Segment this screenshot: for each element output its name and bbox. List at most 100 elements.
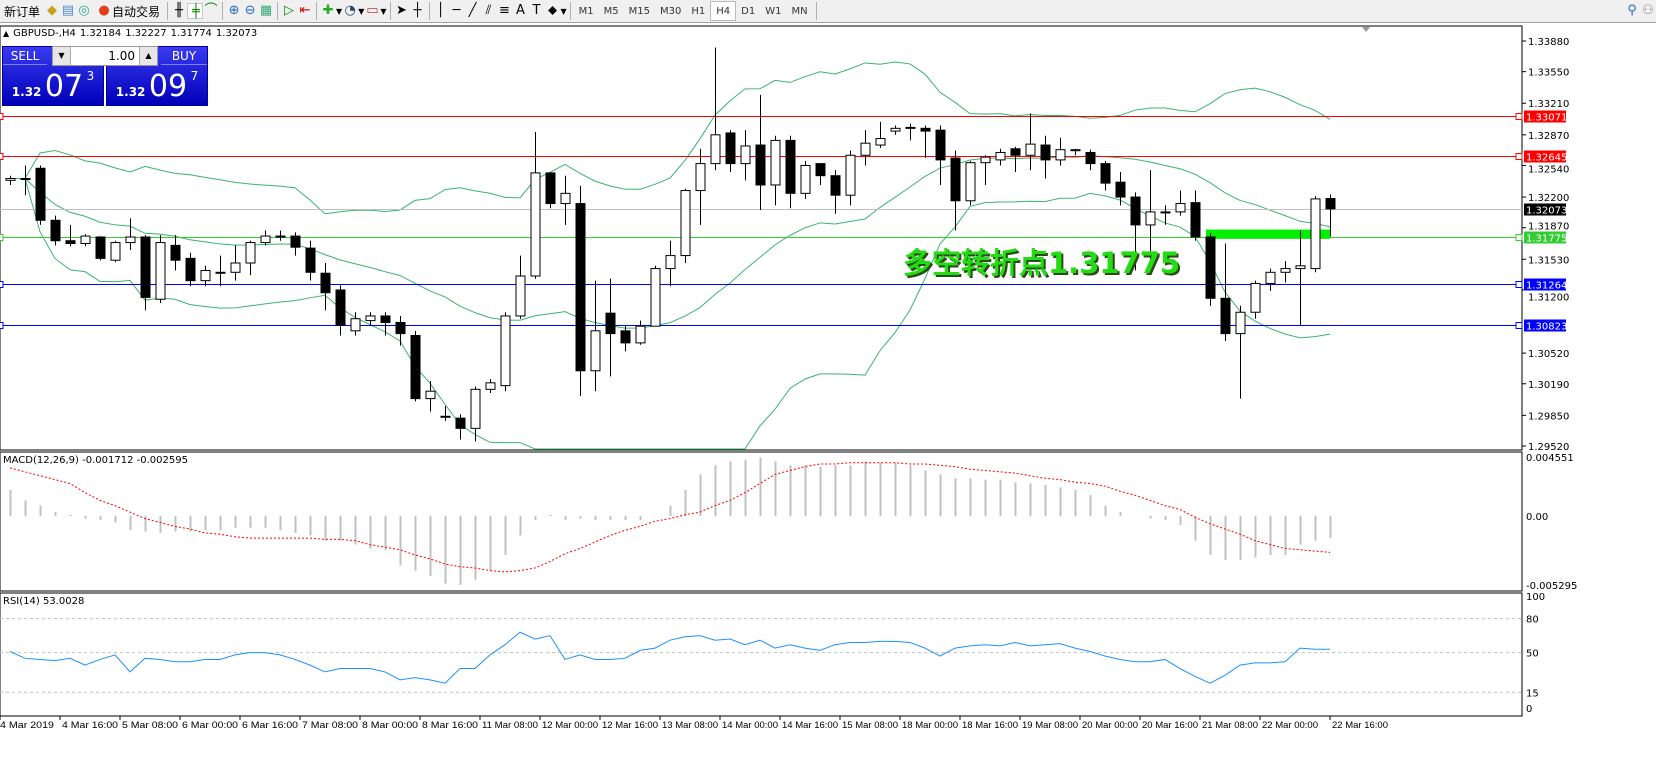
autoscroll-icon[interactable]: ▷ (284, 3, 295, 18)
candlestick-icon[interactable]: ╪ (187, 3, 204, 19)
zoom-in-icon[interactable]: ⊕ (228, 3, 240, 18)
timeframe-m15[interactable]: M15 (628, 5, 651, 17)
level-handle (1515, 113, 1523, 120)
candle-body (1010, 148, 1021, 156)
timeframe-h4[interactable]: H4 (710, 1, 737, 21)
candle-body (920, 127, 931, 132)
price-level-tag (1524, 203, 1566, 216)
new-order-button[interactable]: 新订单 (0, 1, 44, 21)
candle-body (65, 240, 76, 244)
macd-label: MACD(12,26,9) -0.001712 -0.002595 (3, 455, 188, 466)
macd-tick-label: 0.00 (1526, 512, 1548, 523)
dropdown-arrow-icon[interactable]: ▼ (560, 6, 567, 16)
price-level-label: 1.30823 (1526, 322, 1567, 333)
sell-price-big: 07 (44, 69, 84, 104)
candle (320, 263, 331, 311)
buy-price-big: 09 (148, 69, 188, 104)
auto-trading-button[interactable]: ● 自动交易 (92, 1, 164, 21)
candle-body (245, 242, 256, 264)
candle-body (230, 262, 241, 273)
candle-body (1070, 149, 1081, 152)
timeframe-m5[interactable]: M5 (603, 5, 619, 17)
zoom-out-icon[interactable]: ⊖ (244, 3, 256, 18)
rsi-line (9, 631, 1331, 684)
candle-body (1130, 196, 1141, 226)
history-center-icon[interactable]: ◆ (47, 3, 58, 18)
candle (200, 265, 211, 287)
candle-body (410, 334, 421, 400)
candle (860, 130, 871, 166)
price-level-tag (1524, 150, 1566, 163)
time-label: 22 Mar 16:00 (1332, 720, 1388, 730)
candle (545, 172, 556, 209)
indicators-icon[interactable]: ✚ (322, 3, 334, 18)
candle (1010, 146, 1021, 172)
options-icon[interactable]: ▤ (61, 3, 75, 18)
candle-body (515, 275, 526, 317)
text-icon[interactable]: A (516, 3, 525, 18)
lot-size-input[interactable]: 1.00 (108, 49, 135, 63)
horizontal-line-icon[interactable]: ─ (452, 3, 461, 18)
arrows-icon[interactable]: ⬥ (547, 3, 558, 18)
dropdown-arrow-icon[interactable]: ▼ (336, 6, 343, 16)
decrease-lot-icon[interactable]: ▼ (53, 47, 71, 65)
candle-body (860, 142, 871, 156)
equidistant-channel-icon[interactable]: ⫽ (485, 3, 492, 18)
candle (95, 236, 106, 261)
community-icon[interactable]: ⚇ (1642, 3, 1654, 18)
candle-body (470, 388, 481, 429)
price-tick-label: 1.31870 (1528, 222, 1569, 233)
fibonacci-icon[interactable]: ≡ (499, 3, 510, 18)
crosshair-icon[interactable]: ┼ (413, 3, 422, 18)
price-tick-label: 1.31530 (1528, 255, 1569, 266)
candle (530, 132, 541, 279)
timeframe-mn[interactable]: MN (791, 5, 808, 17)
lot-size-stepper[interactable]: ▼ 1.00 ▲ (52, 46, 158, 66)
candle (1085, 149, 1096, 171)
timeframe-h1[interactable]: H1 (691, 5, 706, 17)
time-label: 8 Mar 00:00 (362, 720, 418, 730)
candle (740, 130, 751, 181)
buy-price-fraction: 7 (190, 69, 199, 83)
dropdown-arrow-icon[interactable]: ▼ (358, 6, 365, 16)
price-tick-label: 1.29520 (1528, 442, 1569, 453)
candle-body (1280, 268, 1291, 273)
candle-body (1040, 144, 1051, 161)
candle-body (95, 236, 106, 259)
candle (695, 148, 706, 225)
vertical-line-icon[interactable]: │ (436, 3, 445, 18)
timeframe-m1[interactable]: M1 (578, 5, 594, 17)
line-chart-icon[interactable]: ⌒ (204, 3, 218, 18)
timeframe-d1[interactable]: D1 (741, 5, 756, 17)
candle (245, 240, 256, 276)
candle-body (890, 127, 901, 132)
dropdown-arrow-icon[interactable]: ▼ (380, 6, 387, 16)
candle (815, 163, 826, 185)
trendline-icon[interactable]: ╱ (468, 3, 477, 18)
time-label: 14 Mar 00:00 (722, 720, 778, 730)
text-label-icon[interactable]: T (532, 3, 541, 18)
signals-icon[interactable]: ◎ (78, 3, 90, 18)
candle-body (785, 139, 796, 194)
price-level-tag (1524, 231, 1566, 244)
price-level-label: 1.33071 (1526, 113, 1567, 124)
candle (35, 165, 46, 225)
candle (920, 125, 931, 159)
bar-chart-icon[interactable]: ╫ (175, 3, 183, 18)
candle-body (380, 315, 391, 323)
tile-windows-icon[interactable]: ▦ (259, 3, 273, 18)
timeframe-w1[interactable]: W1 (765, 5, 782, 17)
periods-icon[interactable]: ◔ (344, 3, 356, 18)
auto-trading-icon: ● (98, 3, 110, 18)
chart-shift-icon[interactable]: ⇤ (299, 3, 311, 18)
collapse-icon[interactable]: ▲ (3, 29, 10, 38)
candle (305, 240, 316, 281)
cursor-icon[interactable]: ➤ (396, 3, 407, 18)
templates-icon[interactable]: ▭ (366, 3, 379, 18)
candle-body (980, 156, 991, 164)
price-level-tag (1524, 278, 1566, 291)
increase-lot-icon[interactable]: ▲ (139, 47, 157, 65)
timeframe-m30[interactable]: M30 (660, 5, 682, 17)
search-icon[interactable]: ⚲ (1627, 3, 1637, 18)
